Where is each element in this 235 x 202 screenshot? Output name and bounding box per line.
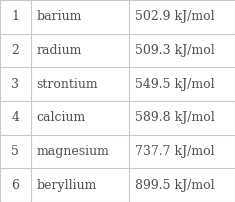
Text: 2: 2 — [11, 44, 19, 57]
Text: 6: 6 — [11, 179, 19, 192]
Text: calcium: calcium — [36, 111, 86, 124]
Text: 589.8 kJ/mol: 589.8 kJ/mol — [135, 111, 215, 124]
Text: barium: barium — [36, 10, 82, 23]
Text: radium: radium — [36, 44, 82, 57]
Text: beryllium: beryllium — [36, 179, 97, 192]
Text: strontium: strontium — [36, 78, 98, 91]
Text: 737.7 kJ/mol: 737.7 kJ/mol — [135, 145, 215, 158]
Text: 899.5 kJ/mol: 899.5 kJ/mol — [135, 179, 215, 192]
Text: 5: 5 — [11, 145, 19, 158]
Text: 3: 3 — [11, 78, 19, 91]
Text: 549.5 kJ/mol: 549.5 kJ/mol — [135, 78, 215, 91]
Text: 509.3 kJ/mol: 509.3 kJ/mol — [135, 44, 215, 57]
Text: magnesium: magnesium — [36, 145, 109, 158]
Text: 4: 4 — [11, 111, 19, 124]
Text: 502.9 kJ/mol: 502.9 kJ/mol — [135, 10, 215, 23]
Text: 1: 1 — [11, 10, 19, 23]
